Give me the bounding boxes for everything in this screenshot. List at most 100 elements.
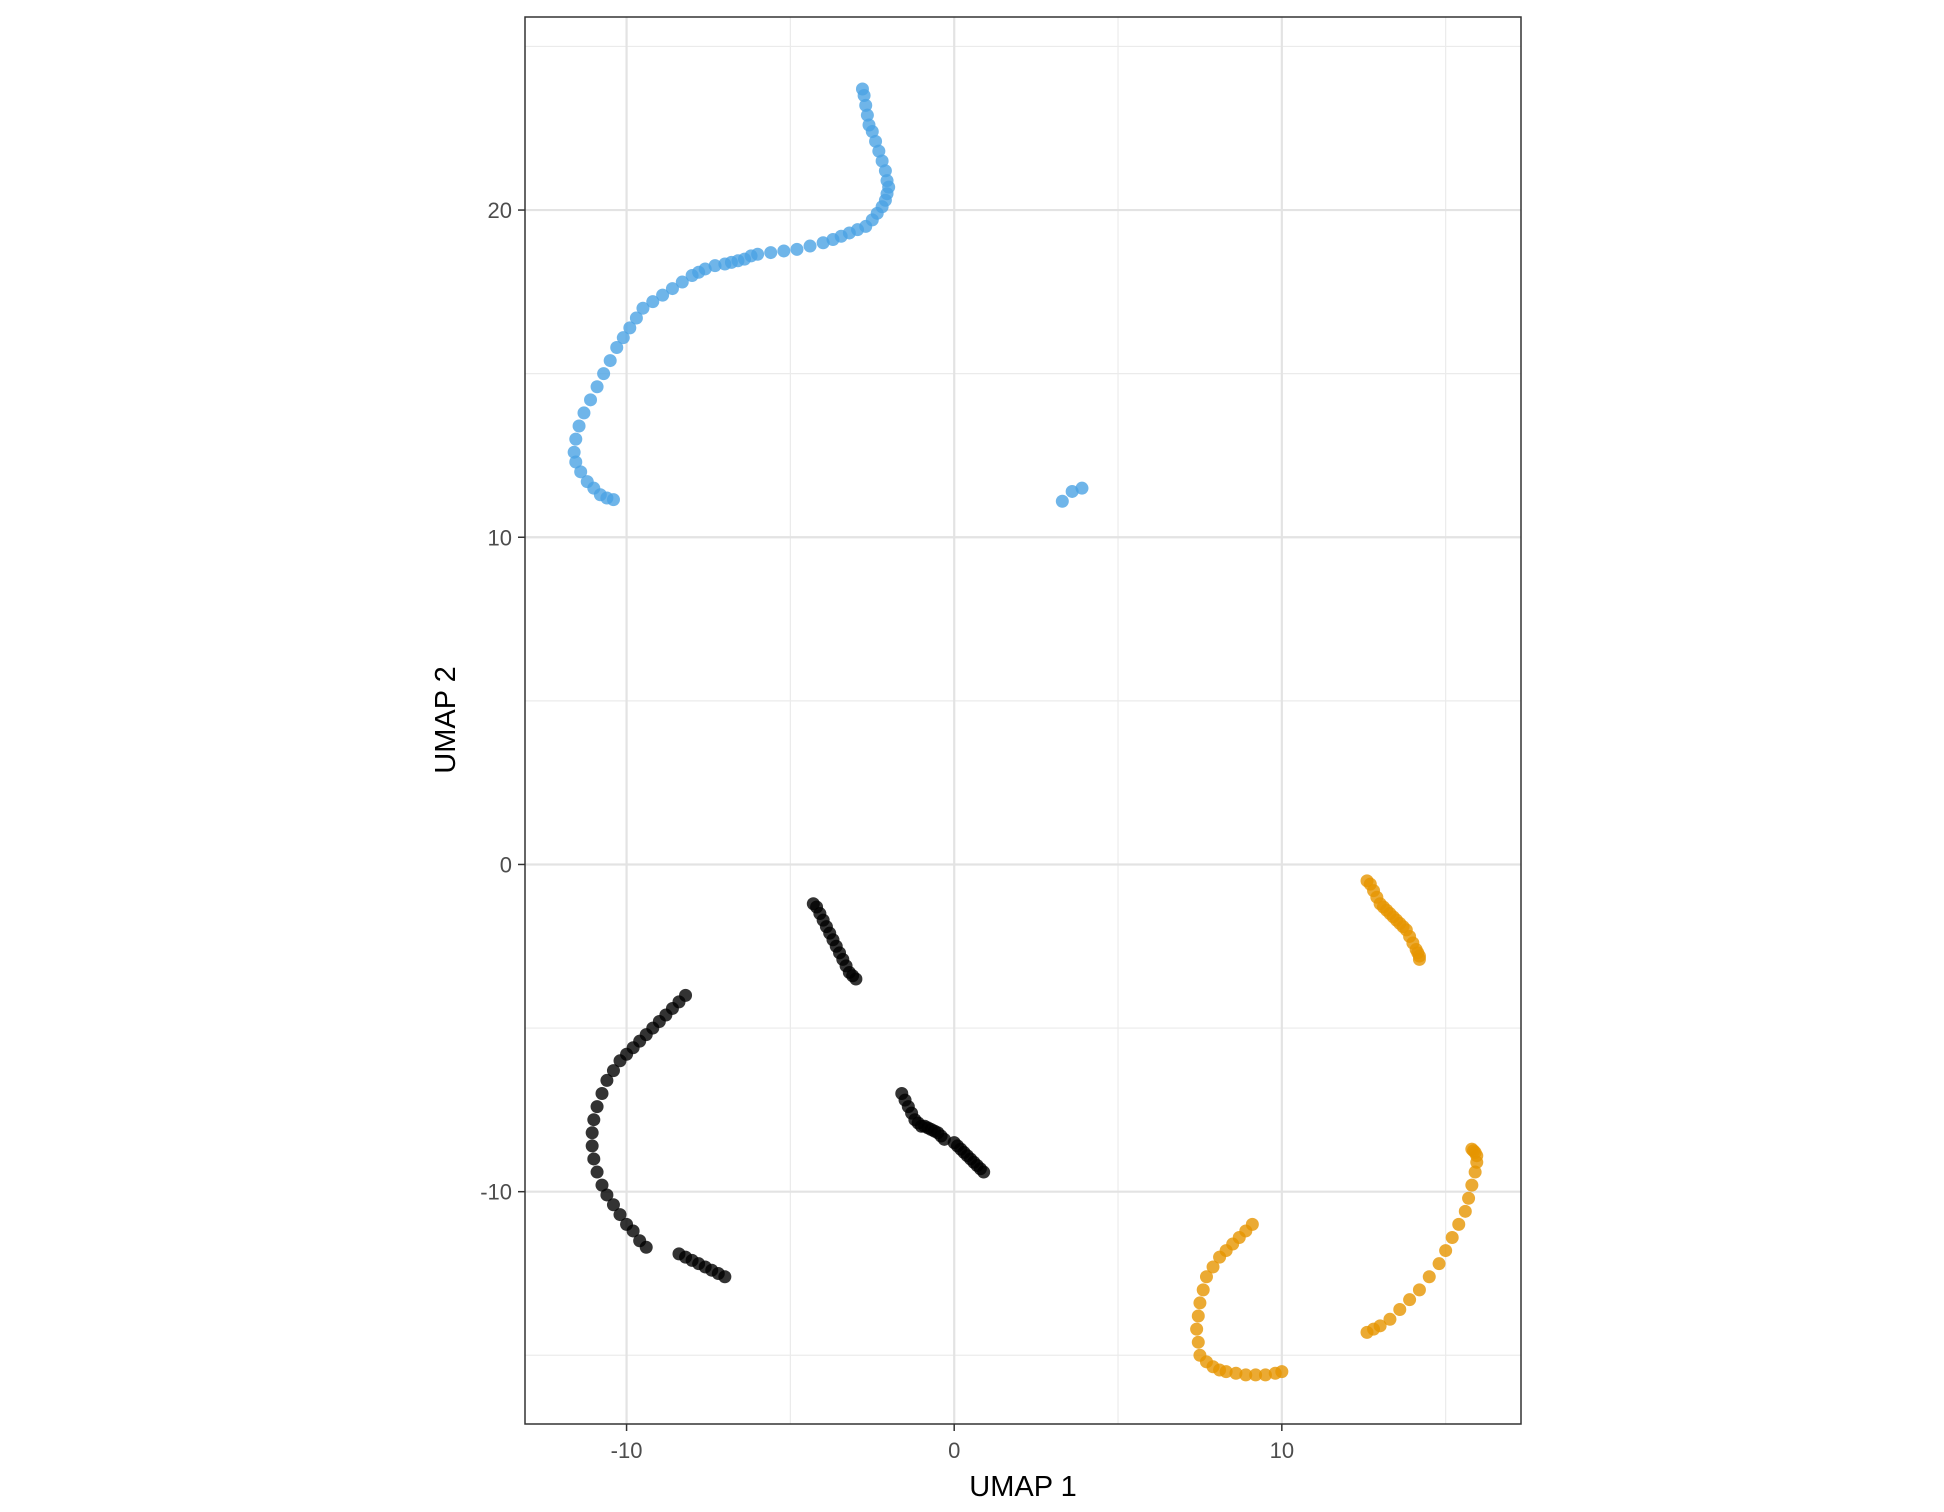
scatter-point [1422,1270,1436,1284]
scatter-point [1412,1283,1426,1297]
scatter-point [1465,1142,1479,1156]
scatter-point [606,493,620,507]
scatter-point [1383,1312,1397,1326]
scatter-point [595,1178,609,1192]
scatter-point [590,1165,604,1179]
y-tick-label: 10 [488,525,512,550]
scatter-point [1229,1366,1243,1380]
scatter-point [816,236,830,250]
scatter-point [569,455,583,469]
scatter-point [1219,1365,1233,1379]
scatter-point [613,1208,627,1222]
scatter-point [860,108,874,122]
scatter-point [587,1113,601,1127]
scatter-point [665,282,679,296]
scatter-point [878,164,892,178]
scatter-point [600,1073,614,1087]
scatter-point [626,1224,640,1238]
scatter-point [1191,1335,1205,1349]
plot-panel-border [524,16,1522,1425]
scatter-point [1275,1365,1289,1379]
scatter-point [826,233,840,247]
scatter-point [1373,1319,1387,1333]
scatter-point [600,1188,614,1202]
scatter-point [574,465,588,479]
scatter-point [708,259,722,273]
scatter-point [865,125,879,139]
scatter-point [587,1152,601,1166]
x-axis-ticks: -10 0 10 [611,1424,1294,1463]
scatter-point [764,246,778,260]
scatter-point [629,311,643,325]
y-axis-title: UMAP 2 [430,666,462,773]
scatter-point [1075,481,1089,495]
scatter-point [623,321,637,335]
scatter-point [777,244,791,258]
scatter-point [869,134,883,148]
scatter-point [937,1132,951,1146]
scatter-point [1213,1250,1227,1264]
scatter-point [857,89,871,103]
scatter-point [636,301,650,315]
scatter-point [606,1198,620,1212]
scatter-point [718,257,732,271]
minor-gridlines [525,17,1521,1424]
scatter-point [1065,484,1079,498]
scatter-point [567,445,581,459]
scatter-point [569,432,583,446]
scatter-point [718,1270,732,1284]
scatter-point [613,1054,627,1068]
scatter-point [1190,1322,1204,1336]
scatter-point [685,268,699,282]
scatter-point [1465,1178,1479,1192]
scatter-point [1458,1204,1472,1218]
scatter-point [1206,1260,1220,1274]
scatter-point [1468,1165,1482,1179]
scatter-point [656,288,670,302]
scatter-point [585,1139,599,1153]
scatter-point [872,144,886,158]
scatter-point [1239,1368,1253,1382]
scatter-point [585,1126,599,1140]
scatter-point [1249,1368,1263,1382]
scatter-point [790,242,804,256]
y-tick-label: -10 [480,1180,512,1205]
x-tick-label: 0 [948,1438,960,1463]
scatter-point [1258,1368,1272,1382]
x-tick-label: 10 [1270,1438,1294,1463]
y-tick-label: 20 [488,198,512,223]
scatter-point [1445,1230,1459,1244]
scatter-point [577,406,591,420]
scatter-point [1403,1293,1417,1307]
scatter-point [875,154,889,168]
scatter-point [1432,1257,1446,1271]
x-tick-label: -10 [611,1438,643,1463]
plot-panel-background [525,17,1521,1424]
scatter-point [603,354,617,368]
scatter-point [590,380,604,394]
scatter-point [849,972,863,986]
scatter-point [803,239,817,253]
scatter-point [1439,1244,1453,1258]
y-axis-ticks: -10 0 10 20 [480,198,525,1205]
scatter-points [567,82,1484,1382]
scatter-point [610,340,624,354]
scatter-point [1199,1270,1213,1284]
scatter-point [1452,1217,1466,1231]
y-tick-label: 0 [500,852,512,877]
scatter-point [606,1064,620,1078]
scatter-point [1193,1296,1207,1310]
scatter-point [639,1240,653,1254]
scatter-point [616,331,630,345]
scatter-point [1196,1283,1210,1297]
major-gridlines [525,17,1521,1424]
scatter-point [646,295,660,309]
scatter-point [977,1165,991,1179]
scatter-point [1191,1309,1205,1323]
scatter-point [1462,1191,1476,1205]
x-axis-title: UMAP 1 [969,1471,1076,1503]
scatter-point [572,419,586,433]
scatter-point [1412,952,1426,966]
scatter-point [590,1100,604,1114]
scatter-point [675,275,689,289]
